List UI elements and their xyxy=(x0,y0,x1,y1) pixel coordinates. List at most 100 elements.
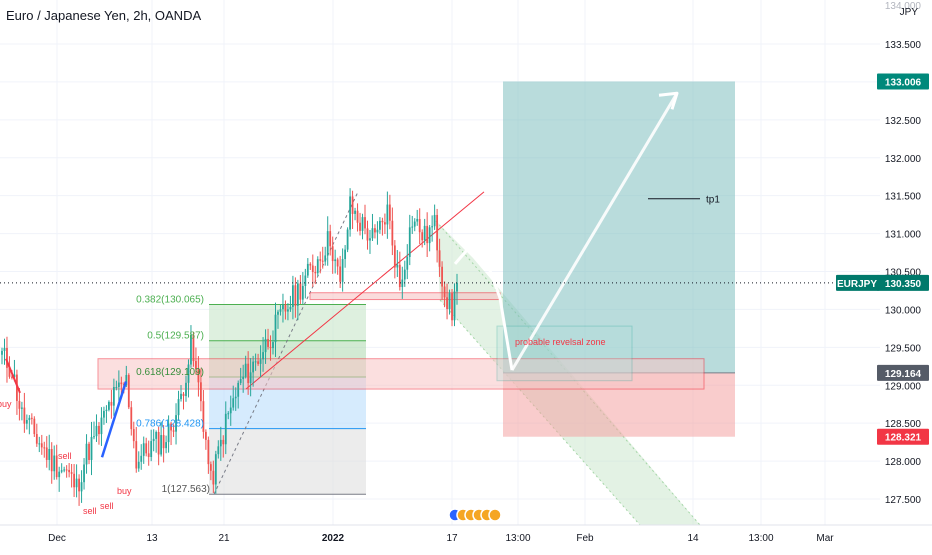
price-tag-label: 129.164 xyxy=(885,369,922,380)
candle-body xyxy=(112,387,115,406)
candle-body xyxy=(75,478,78,488)
x-tick-label: Dec xyxy=(48,533,66,544)
candle-body xyxy=(217,446,220,455)
candle-body xyxy=(142,443,145,456)
candle-body xyxy=(374,228,376,233)
candle-body xyxy=(356,210,359,223)
candle-body xyxy=(336,259,339,267)
candle-body xyxy=(299,283,302,300)
candle-body xyxy=(446,297,448,309)
x-tick-label: 13 xyxy=(146,533,158,544)
price-tag-label: 133.006 xyxy=(885,77,922,88)
price-tag-label: 128.321 xyxy=(885,433,922,444)
candle-body xyxy=(60,470,63,472)
y-tick-label: 130.500 xyxy=(885,268,922,279)
candle-body xyxy=(110,401,113,406)
signal-label: sell xyxy=(83,506,97,516)
candle-body xyxy=(359,222,361,231)
candle-body xyxy=(393,245,396,268)
candle-body xyxy=(78,478,80,492)
candle-body xyxy=(28,417,31,421)
y-tick-label: 129.000 xyxy=(885,381,922,392)
candle-body xyxy=(103,410,105,418)
candle-body xyxy=(346,229,349,250)
y-tick-label: 127.500 xyxy=(885,495,922,506)
signal-label: sell xyxy=(100,501,114,511)
candle-body xyxy=(232,398,235,408)
candle-body xyxy=(140,455,143,462)
candle-body xyxy=(30,417,33,419)
candle-body xyxy=(182,393,185,397)
candle-body xyxy=(219,439,222,447)
candle-body xyxy=(227,413,230,415)
candle-body xyxy=(8,367,11,377)
candle-body xyxy=(68,469,71,473)
candle-body xyxy=(311,265,314,273)
candle-body xyxy=(200,382,202,402)
impulse-line-red xyxy=(5,358,21,394)
candle-body xyxy=(125,374,128,386)
candle-body xyxy=(431,226,434,228)
candle-body xyxy=(155,432,158,439)
candle-body xyxy=(85,443,88,465)
candle-body xyxy=(53,455,56,472)
candle-body xyxy=(331,246,334,262)
fib-label: 0.786(128.428) xyxy=(136,419,204,430)
y-tick-label: 132.500 xyxy=(885,116,922,127)
candle-body xyxy=(247,363,250,384)
candle-body xyxy=(70,472,73,474)
candle-body xyxy=(453,291,456,321)
candle-body xyxy=(339,266,342,282)
y-tick-label: 131.500 xyxy=(885,192,922,203)
candle-body xyxy=(95,425,98,437)
candle-body xyxy=(259,359,262,364)
candle-body xyxy=(324,255,327,262)
candle-body xyxy=(413,221,416,227)
candle-body xyxy=(321,260,324,262)
signal-label: buy xyxy=(0,399,12,409)
y-tick-label-partial: 134.000 xyxy=(885,1,922,12)
candle-body xyxy=(93,436,95,438)
candle-body xyxy=(13,374,16,378)
candle-body xyxy=(98,425,100,435)
projection-path xyxy=(453,235,514,371)
candle-body xyxy=(289,306,292,310)
candle-body xyxy=(40,443,43,448)
candle-body xyxy=(137,461,140,469)
x-tick-label: 2022 xyxy=(322,533,345,544)
candle-body xyxy=(254,361,257,363)
candle-body xyxy=(80,482,83,492)
candle-body xyxy=(65,469,68,471)
candle-body xyxy=(117,382,120,387)
candle-body xyxy=(197,369,200,383)
price-tag-bg xyxy=(877,73,929,90)
candle-body xyxy=(237,382,240,397)
candle-body xyxy=(411,226,414,228)
candle-body xyxy=(282,304,284,310)
candle-body xyxy=(443,286,446,298)
candle-body xyxy=(421,232,424,241)
y-tick-label: 128.000 xyxy=(885,457,922,468)
candle-body xyxy=(401,279,404,288)
candle-body xyxy=(185,382,187,397)
projection-arrowhead xyxy=(658,91,679,110)
candle-body xyxy=(304,275,307,286)
candle-body xyxy=(279,309,282,312)
candle-body xyxy=(379,220,381,230)
x-tick-label: 21 xyxy=(218,533,230,544)
candle-body xyxy=(309,263,312,266)
candle-body xyxy=(398,264,401,288)
candle-body xyxy=(314,272,317,274)
candle-body xyxy=(11,376,13,378)
candles-group xyxy=(1,188,458,506)
candle-body xyxy=(165,442,167,449)
candle-body xyxy=(349,196,351,230)
x-tick-label: Mar xyxy=(816,533,834,544)
candle-body xyxy=(58,471,61,478)
candle-body xyxy=(157,432,160,455)
target-zone xyxy=(503,81,735,373)
fib-label: 0.382(130.065) xyxy=(136,294,204,305)
candle-body xyxy=(88,443,90,460)
candle-body xyxy=(18,400,21,409)
candle-body xyxy=(436,214,439,251)
